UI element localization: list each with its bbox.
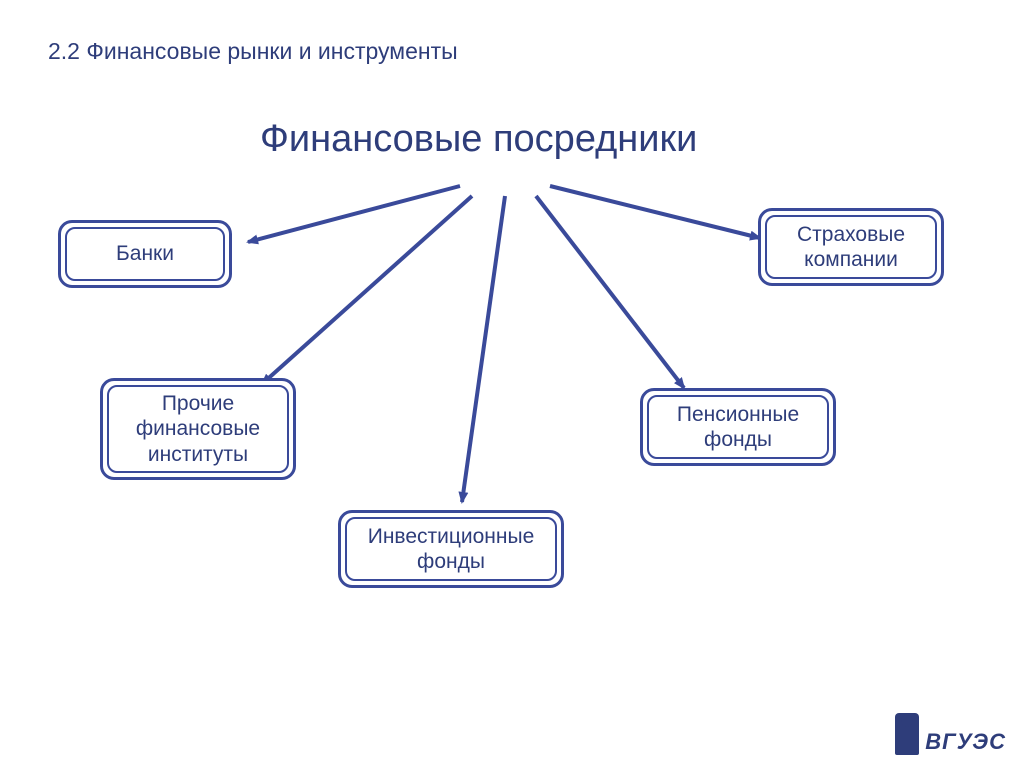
logo-figure-icon: [895, 713, 919, 755]
logo-text: ВГУЭС: [925, 729, 1006, 755]
slide-title: 2.2 Финансовые рынки и инструменты: [48, 38, 458, 65]
node-banks: Банки: [65, 227, 225, 281]
node-other: Прочие финансовые институты: [107, 385, 289, 473]
arrow-pension: [536, 196, 684, 388]
node-investment: Инвестиционные фонды: [345, 517, 557, 581]
logo: ВГУЭС: [895, 713, 1006, 755]
arrow-investment: [462, 196, 505, 502]
arrow-banks: [248, 186, 460, 242]
arrow-other: [262, 196, 472, 384]
node-pension: Пенсионные фонды: [647, 395, 829, 459]
node-insurance: Страховые компании: [765, 215, 937, 279]
arrow-insurance: [550, 186, 760, 238]
main-heading: Финансовые посредники: [260, 118, 697, 161]
